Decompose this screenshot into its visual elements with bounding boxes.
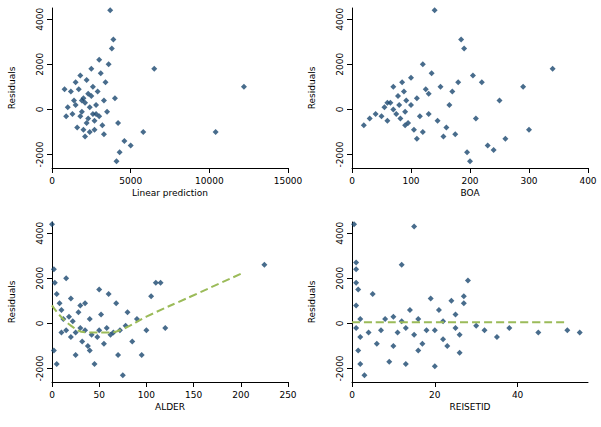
- svg-text:-2000: -2000: [35, 355, 45, 381]
- svg-text:0: 0: [335, 106, 345, 112]
- svg-text:Residuals: Residuals: [307, 66, 317, 109]
- svg-text:-2000: -2000: [335, 141, 345, 167]
- svg-text:250: 250: [279, 390, 296, 400]
- svg-text:4000: 4000: [35, 8, 45, 31]
- svg-text:5000: 5000: [119, 176, 142, 186]
- svg-text:50: 50: [93, 390, 105, 400]
- svg-text:-2000: -2000: [335, 355, 345, 381]
- svg-text:Linear prediction: Linear prediction: [132, 188, 208, 198]
- svg-text:20: 20: [429, 390, 441, 400]
- svg-text:0: 0: [335, 320, 345, 326]
- svg-text:100: 100: [402, 176, 419, 186]
- svg-text:0: 0: [49, 390, 55, 400]
- svg-text:0: 0: [35, 106, 45, 112]
- svg-text:Residuals: Residuals: [307, 280, 317, 323]
- svg-text:15000: 15000: [274, 176, 303, 186]
- svg-text:40: 40: [512, 390, 524, 400]
- svg-text:2000: 2000: [335, 267, 345, 290]
- svg-text:400: 400: [579, 176, 596, 186]
- svg-text:Residuals: Residuals: [7, 66, 17, 109]
- svg-text:0: 0: [49, 176, 55, 186]
- svg-text:ALDER: ALDER: [155, 402, 185, 412]
- svg-text:300: 300: [520, 176, 537, 186]
- svg-text:2000: 2000: [35, 53, 45, 76]
- svg-text:Residuals: Residuals: [7, 280, 17, 323]
- svg-text:100: 100: [138, 390, 155, 400]
- svg-text:0: 0: [349, 176, 355, 186]
- svg-text:REISETID: REISETID: [449, 402, 490, 412]
- svg-text:4000: 4000: [35, 222, 45, 245]
- svg-text:200: 200: [461, 176, 478, 186]
- svg-text:0: 0: [35, 320, 45, 326]
- svg-text:10000: 10000: [195, 176, 224, 186]
- svg-text:-2000: -2000: [35, 141, 45, 167]
- svg-text:BOA: BOA: [460, 188, 480, 198]
- svg-text:2000: 2000: [35, 267, 45, 290]
- svg-text:2000: 2000: [335, 53, 345, 76]
- svg-text:0: 0: [349, 390, 355, 400]
- svg-text:4000: 4000: [335, 8, 345, 31]
- svg-text:150: 150: [185, 390, 202, 400]
- svg-text:4000: 4000: [335, 222, 345, 245]
- svg-text:200: 200: [232, 390, 249, 400]
